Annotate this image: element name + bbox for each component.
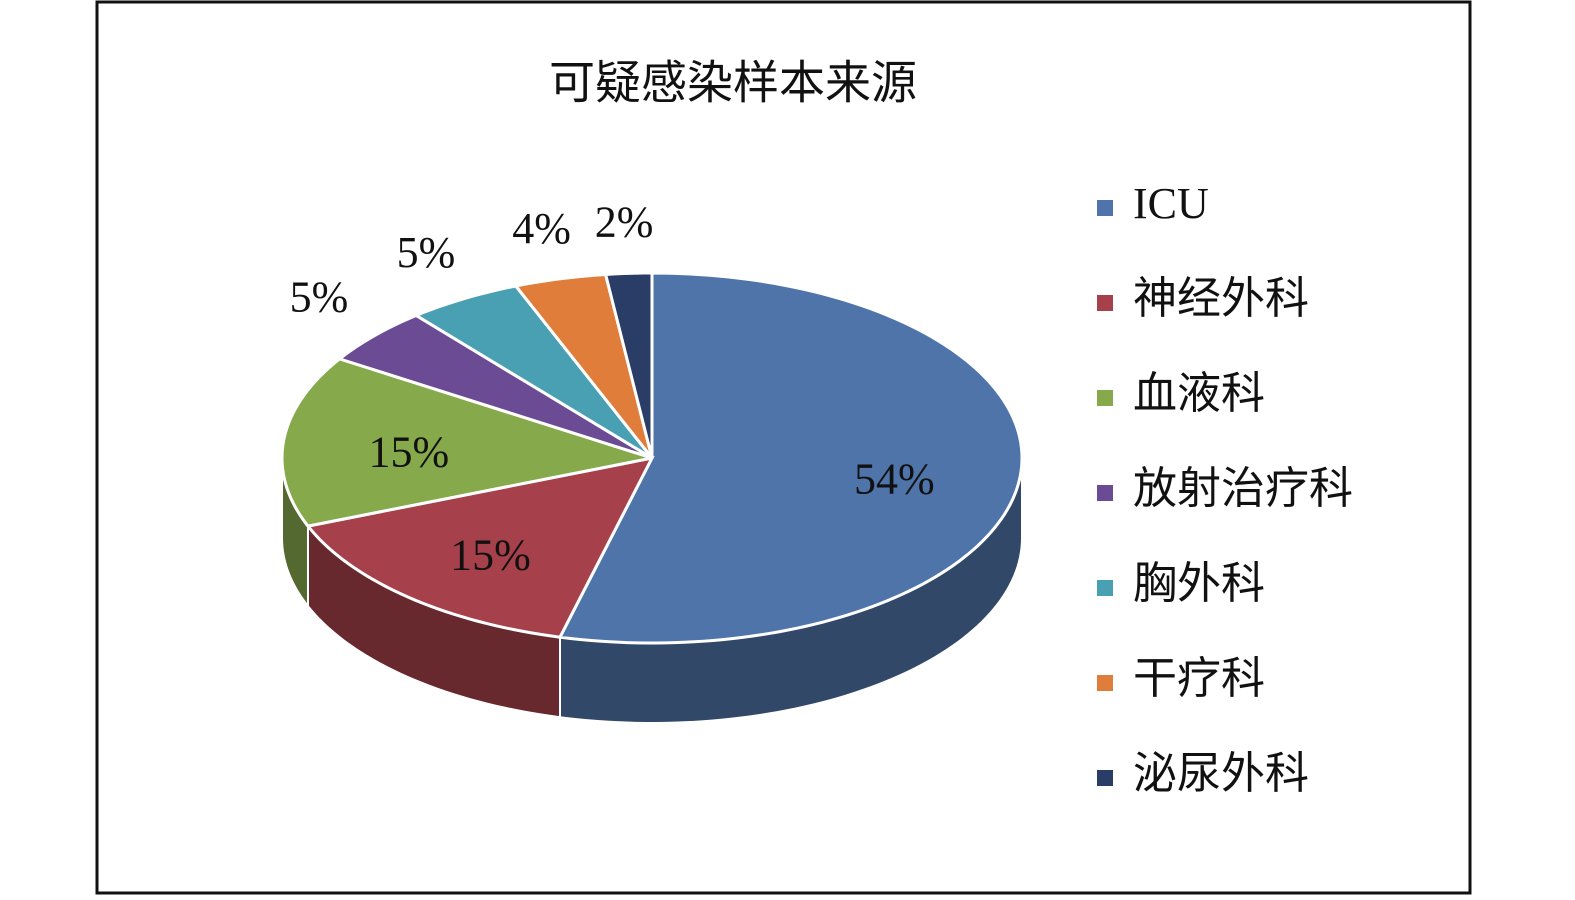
legend-label: 胸外科 bbox=[1133, 559, 1265, 608]
data-label: 15% bbox=[450, 531, 531, 580]
legend-label: 放射治疗科 bbox=[1133, 464, 1353, 513]
data-label: 54% bbox=[854, 454, 935, 503]
legend-label: 干疗科 bbox=[1133, 654, 1265, 703]
data-label: 15% bbox=[369, 428, 450, 477]
legend-marker bbox=[1097, 675, 1113, 691]
chart-title: 可疑感染样本来源 bbox=[549, 58, 917, 109]
legend-label: 泌尿外科 bbox=[1133, 749, 1309, 798]
slice bbox=[305, 455, 655, 639]
slice bbox=[603, 271, 654, 459]
slice bbox=[557, 271, 1024, 645]
slice bbox=[412, 284, 654, 460]
data-label: 2% bbox=[595, 198, 654, 247]
data-label: 5% bbox=[290, 272, 349, 321]
legend-marker bbox=[1097, 770, 1113, 786]
slice bbox=[513, 272, 654, 459]
legend-marker bbox=[1097, 580, 1113, 596]
legend-label: 神经外科 bbox=[1133, 274, 1309, 323]
data-label: 4% bbox=[512, 204, 571, 253]
legend-marker bbox=[1097, 485, 1113, 501]
slice bbox=[280, 357, 653, 528]
data-label: 5% bbox=[397, 228, 456, 277]
legend-marker bbox=[1097, 390, 1113, 406]
legend-marker bbox=[1097, 200, 1113, 216]
legend-label: ICU bbox=[1133, 179, 1209, 228]
legend-marker bbox=[1097, 295, 1113, 311]
slice bbox=[336, 313, 653, 460]
legend-label: 血液科 bbox=[1133, 369, 1265, 418]
